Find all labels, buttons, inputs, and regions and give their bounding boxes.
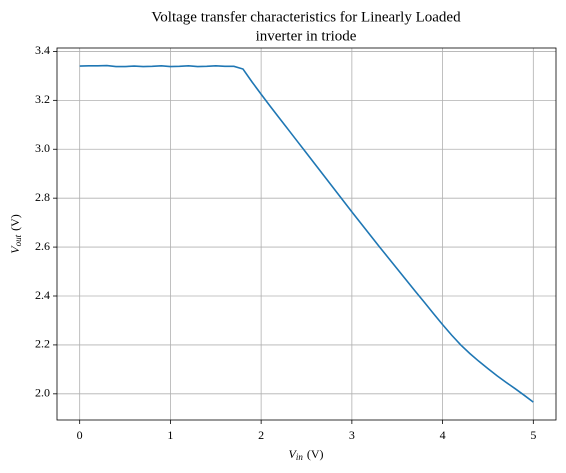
- x-axis-label-symbol: V: [288, 447, 297, 461]
- y-axis-label-unit: (V): [8, 214, 22, 231]
- y-tick-label: 2.0: [35, 386, 50, 400]
- data-line: [79, 64, 534, 403]
- x-tick-label: 1: [167, 428, 173, 442]
- y-tick-label: 3.0: [35, 141, 50, 155]
- x-tick-label: 5: [530, 428, 536, 442]
- x-tick-label: 0: [77, 428, 83, 442]
- chart-title: Voltage transfer characteristics for Lin…: [151, 9, 461, 25]
- y-tick-label: 3.4: [35, 43, 50, 57]
- chart-title: inverter in triode: [256, 28, 357, 44]
- x-axis-label-subscript: in: [296, 452, 304, 462]
- x-axis-label: Vin (V): [288, 447, 323, 462]
- y-tick-label: 3.2: [35, 92, 50, 106]
- x-tick-label: 2: [258, 428, 264, 442]
- x-tick-label: 3: [349, 428, 355, 442]
- y-tick-label: 2.2: [35, 337, 50, 351]
- y-axis-label: Vout (V): [8, 214, 23, 254]
- x-tick-label: 4: [440, 428, 446, 442]
- y-tick-label: 2.6: [35, 239, 50, 253]
- plot-frame: [56, 47, 557, 421]
- y-axis-label-subscript: out: [13, 234, 23, 246]
- y-tick-label: 2.4: [35, 288, 50, 302]
- y-tick-label: 2.8: [35, 190, 50, 204]
- x-axis-label-unit: (V): [307, 447, 324, 461]
- y-axis-label-symbol: V: [8, 245, 22, 254]
